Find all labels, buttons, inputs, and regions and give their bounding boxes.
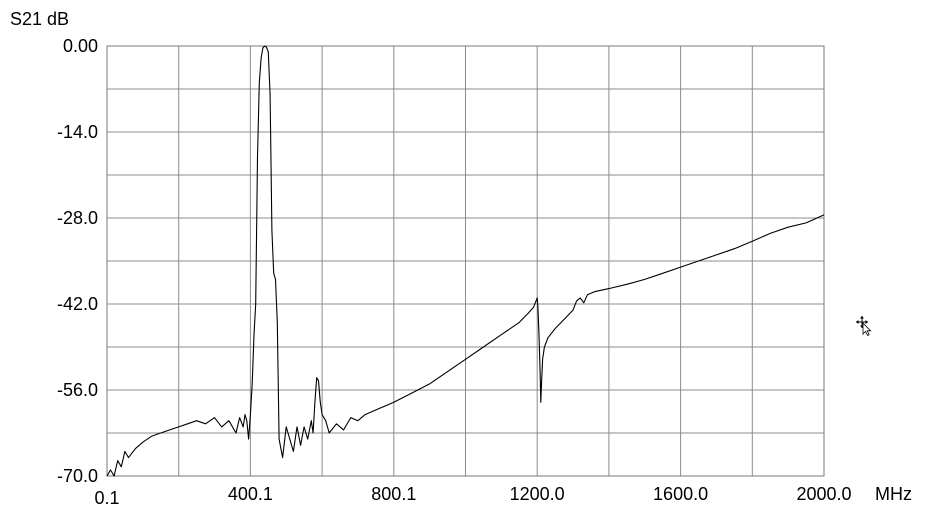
- plot-frame: [106, 45, 825, 477]
- s21-trace: [106, 45, 825, 477]
- y-tick-label: -42.0: [57, 294, 98, 314]
- trace-group: [106, 45, 825, 477]
- y-tick-label: -56.0: [57, 380, 98, 400]
- x-tick-label: 1200.0: [510, 484, 565, 504]
- x-tick-label: 1600.0: [653, 484, 708, 504]
- y-tick-label: -70.0: [57, 466, 98, 486]
- y-tick-labels: 0.00 -14.0 -28.0 -42.0 -56.0 -70.0: [57, 36, 98, 486]
- x-tick-labels: 0.1 400.1 800.1 1200.0 1600.0 2000.0: [94, 484, 851, 508]
- y-axis-label: S21 dB: [10, 9, 69, 29]
- y-tick-label: -14.0: [57, 122, 98, 142]
- y-tick-label: 0.00: [63, 36, 98, 56]
- grid: [107, 46, 824, 476]
- x-tick-label: 800.1: [371, 484, 416, 504]
- x-tick-label: 400.1: [228, 484, 273, 504]
- x-tick-label: 0.1: [94, 488, 119, 508]
- x-axis-label: MHz: [875, 484, 912, 504]
- move-cursor-icon: [856, 316, 872, 337]
- y-tick-label: -28.0: [57, 208, 98, 228]
- x-tick-label: 2000.0: [796, 484, 851, 504]
